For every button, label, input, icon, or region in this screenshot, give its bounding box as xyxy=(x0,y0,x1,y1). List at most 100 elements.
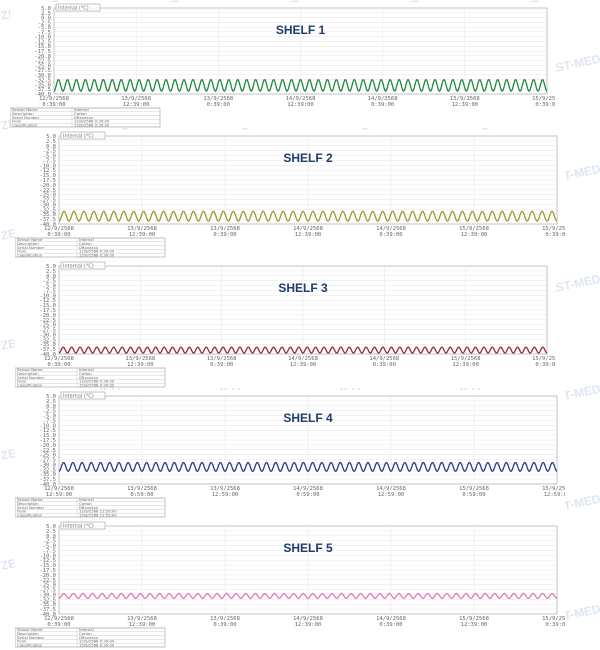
y-tick-label: 5.0 xyxy=(46,134,56,140)
y-tick-label: -35.0 xyxy=(39,342,56,348)
y-tick-label: -5.0 xyxy=(38,25,51,31)
x-tick-time: 12:39:00 xyxy=(123,102,150,108)
y-tick-label: -17.5 xyxy=(39,438,56,444)
info-label: Sensor Name xyxy=(12,107,38,112)
x-tick-date: 15/9/2568 xyxy=(532,356,555,362)
info-value: 12/9/2568 0:39:00 xyxy=(79,249,115,254)
legend-label: Internal (°C) xyxy=(63,524,94,530)
x-tick-time: 12:39:00 xyxy=(129,622,156,628)
x-tick-date: 14/9/2568 xyxy=(293,486,323,492)
x-tick-time: 0:39:00 xyxy=(210,362,233,368)
info-value: DRxxxxxx xyxy=(79,375,99,380)
chart-title: SHELF 4 xyxy=(283,411,333,425)
info-label: Serial Number xyxy=(17,375,45,380)
y-tick-label: -30.0 xyxy=(39,592,56,598)
y-tick-label: -7.5 xyxy=(43,158,56,164)
x-tick-time: 12:39:00 xyxy=(452,102,479,108)
shelf-3-panel: Internal (°C) 5.0 2.5 0.0 -2.5 -5.0 -7.5 -10.0-… xyxy=(15,260,555,388)
y-tick-label: -32.5 xyxy=(39,467,56,473)
y-tick-label: -30.0 xyxy=(39,332,56,338)
y-tick-label: -7.5 xyxy=(43,288,56,294)
x-tick-date: 14/9/2568 xyxy=(376,486,406,492)
y-tick-label: -27.5 xyxy=(39,198,56,204)
legend: Internal (°C) xyxy=(55,3,101,12)
x-tick-date: 12/9/2568 xyxy=(44,226,74,232)
y-tick-label: -25.0 xyxy=(34,63,51,69)
y-tick-label: -25.0 xyxy=(39,323,56,329)
y-tick-label: 5.0 xyxy=(46,524,56,530)
info-value: Carton xyxy=(79,501,92,506)
info-value: 12/9/2568 0:39:00 xyxy=(74,119,110,124)
x-tick-time: 12:39:00 xyxy=(287,102,314,108)
info-value: Carton xyxy=(79,371,92,376)
y-tick-label: -37.5 xyxy=(34,87,51,93)
y-tick-label: -12.5 xyxy=(34,39,51,45)
info-value: DRxxxxxx xyxy=(79,505,99,510)
info-value: DRxxxxxx xyxy=(79,635,99,640)
y-tick-label: -20.0 xyxy=(34,54,51,60)
info-label: Sensor Name xyxy=(17,367,43,372)
info-label: Classification xyxy=(17,512,43,517)
y-tick-label: -5.0 xyxy=(43,414,56,420)
y-tick-label: -25.0 xyxy=(39,453,56,459)
y-tick-label: -17.5 xyxy=(39,178,56,184)
y-tick-label: -22.5 xyxy=(39,578,56,584)
y-tick-label: -25.0 xyxy=(39,583,56,589)
chart-title: SHELF 2 xyxy=(283,151,333,165)
legend: Internal (°C) xyxy=(60,131,106,140)
shelf-1-panel: Internal (°C) 5.0 2.5 0.0 -2.5 -5.0 -7.5 -10.0-… xyxy=(10,2,555,128)
info-table: Sensor Name Internal Description Carton Seri… xyxy=(15,367,166,387)
y-tick-label: -2.5 xyxy=(43,539,56,545)
x-tick-date: 13/9/2568 xyxy=(127,486,157,492)
y-tick-label: 0.0 xyxy=(46,534,56,540)
y-tick-label: 0.0 xyxy=(46,274,56,280)
x-tick-date: 13/9/2568 xyxy=(121,96,151,102)
x-tick-date: 13/9/2568 xyxy=(210,616,240,622)
y-tick-label: 2.5 xyxy=(46,139,56,145)
x-tick-date: 15/9/2568 xyxy=(450,96,480,102)
y-tick-label: -20.0 xyxy=(39,573,56,579)
x-tick-time: 0:39:00 xyxy=(207,102,230,108)
y-tick-label: -25.0 xyxy=(39,193,56,199)
y-tick-label: -27.5 xyxy=(34,68,51,74)
y-tick-label: -20.0 xyxy=(39,443,56,449)
x-tick-date: 13/9/2568 xyxy=(210,486,240,492)
y-tick-label: -15.0 xyxy=(39,433,56,439)
info-value: Carton xyxy=(74,111,87,116)
shelf-chart: Internal (°C)5.02.50.0-2.5-5.0-7.5-10.0-… xyxy=(15,391,565,517)
y-tick-label: -10.0 xyxy=(39,423,56,429)
info-label: Sensor Name xyxy=(17,497,43,502)
y-tick-label: -17.5 xyxy=(34,49,51,55)
x-tick-time: 12:59:00 xyxy=(544,492,565,498)
y-tick-label: 5.0 xyxy=(41,6,51,12)
legend: Internal (°C) xyxy=(60,391,106,400)
x-tick-time: 0:39:00 xyxy=(535,362,555,368)
info-label: From xyxy=(17,509,27,514)
x-tick-date: 15/9/2568 xyxy=(542,616,565,622)
y-tick-label: 2.5 xyxy=(46,399,56,405)
y-tick-label: 2.5 xyxy=(46,269,56,275)
y-tick-label: -17.5 xyxy=(39,308,56,314)
x-tick-time: 0:39:00 xyxy=(213,622,236,628)
series-line xyxy=(58,461,558,472)
x-tick-date: 13/9/2568 xyxy=(210,226,240,232)
x-tick-date: 14/9/2568 xyxy=(293,226,323,232)
y-tick-label: -12.5 xyxy=(39,558,56,564)
x-tick-time: 0:39:00 xyxy=(379,622,402,628)
info-label: Sensor Name xyxy=(17,627,43,632)
x-tick-date: 14/9/2568 xyxy=(369,356,399,362)
x-tick-date: 15/9/2568 xyxy=(459,486,489,492)
y-tick-label: -7.5 xyxy=(43,418,56,424)
y-tick-label: -37.5 xyxy=(39,477,56,483)
info-label: Description xyxy=(12,111,34,116)
info-label: Serial Number xyxy=(17,245,45,250)
info-label: From xyxy=(12,119,22,124)
y-tick-label: 0.0 xyxy=(46,144,56,150)
y-tick-label: -22.5 xyxy=(39,318,56,324)
y-tick-label: -2.5 xyxy=(43,279,56,285)
y-tick-label: 0.0 xyxy=(41,16,51,22)
x-tick-date: 15/9/2568 xyxy=(459,226,489,232)
y-tick-label: -40.0 xyxy=(39,612,56,618)
y-tick-label: -10.0 xyxy=(34,35,51,41)
y-tick-label: -12.5 xyxy=(39,168,56,174)
